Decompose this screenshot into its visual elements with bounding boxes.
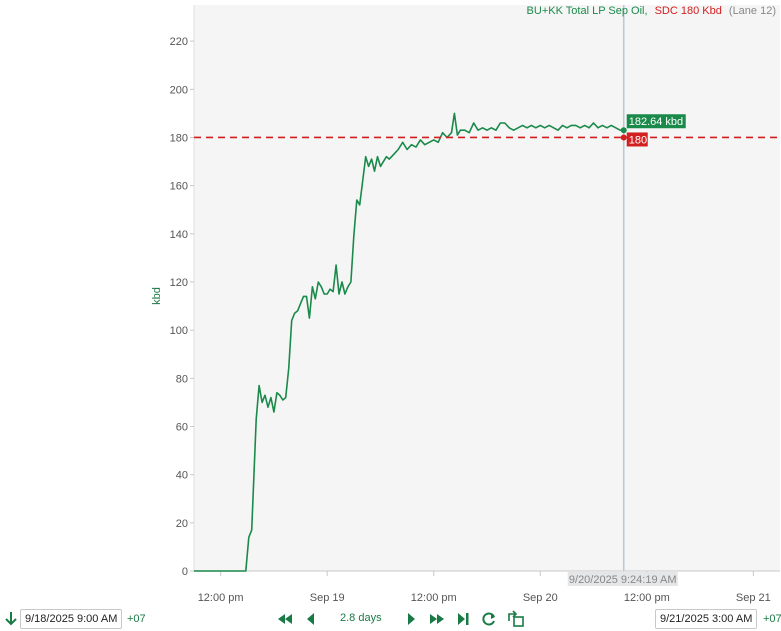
legend-series: BU+KK Total LP Sep Oil, xyxy=(527,5,648,17)
x-tick-label: Sep 21 xyxy=(736,592,771,604)
legend-lane: (Lane 12) xyxy=(729,5,776,17)
legend-limit: SDC 180 Kbd xyxy=(655,5,722,17)
x-tick-label: 12:00 pm xyxy=(624,592,670,604)
step-back-icon[interactable] xyxy=(302,610,320,628)
y-tick-label: 200 xyxy=(170,84,188,96)
cursor-threshold-point xyxy=(620,134,627,141)
chart: 0 20 40 60 80 100 120 140 160 180 200 220 12:00 pm S… xyxy=(151,5,780,604)
y-tick-label: 80 xyxy=(176,373,188,385)
series-line xyxy=(194,112,624,572)
y-tick-label: 60 xyxy=(176,421,188,433)
cursor-limit-label: 180 xyxy=(629,134,647,146)
x-tick-label: 12:00 pm xyxy=(198,592,244,604)
y-tick-label: 140 xyxy=(170,229,188,241)
toolbar: 9/18/2025 9:00 AM +07 2.8 days 9/21/2025… xyxy=(0,605,781,631)
cursor-limit-badge xyxy=(626,132,648,147)
range-label[interactable]: 2.8 days xyxy=(340,612,382,624)
cursor-layer[interactable]: 182.64 kbd 180 9/20/2025 9:24:19 AM xyxy=(567,5,686,586)
y-tick-label: 160 xyxy=(170,181,188,193)
export-icon[interactable] xyxy=(507,610,525,628)
refresh-icon[interactable] xyxy=(480,610,498,628)
plot-area xyxy=(194,5,780,571)
y-axis-label: kbd xyxy=(151,287,163,305)
fast-forward-icon[interactable] xyxy=(428,610,446,628)
legend: BU+KK Total LP Sep Oil, SDC 180 Kbd (Lan… xyxy=(527,5,776,17)
x-tick-label: Sep 19 xyxy=(310,592,345,604)
y-tick-label: 100 xyxy=(170,325,188,337)
y-tick-label: 120 xyxy=(170,277,188,289)
cursor-timestamp-badge xyxy=(567,572,678,586)
cursor-value-badge xyxy=(626,114,686,129)
end-timezone: +07 xyxy=(763,613,781,625)
skip-back-icon[interactable] xyxy=(276,610,294,628)
end-date-field[interactable]: 9/21/2025 3:00 AM xyxy=(655,609,758,629)
x-axis: 12:00 pm Sep 19 12:00 pm Sep 20 12:00 pm Sep … xyxy=(194,570,780,604)
x-tick-label: 12:00 pm xyxy=(411,592,457,604)
y-tick-label: 40 xyxy=(176,470,188,482)
cursor-timestamp-label: 9/20/2025 9:24:19 AM xyxy=(569,574,677,586)
series-layer xyxy=(194,112,624,572)
step-forward-icon[interactable] xyxy=(402,610,420,628)
y-tick-label: 220 xyxy=(170,36,188,48)
skip-end-icon[interactable] xyxy=(454,610,472,628)
y-tick-label: 20 xyxy=(176,518,188,530)
cursor-series-point xyxy=(620,127,627,134)
arrow-down-icon[interactable] xyxy=(2,610,20,628)
start-date-field[interactable]: 9/18/2025 9:00 AM xyxy=(20,609,123,629)
y-tick-label: 0 xyxy=(182,566,188,578)
y-axis: 0 20 40 60 80 100 120 140 160 180 200 220 xyxy=(170,36,194,578)
start-timezone: +07 xyxy=(127,613,146,625)
y-tick-label: 180 xyxy=(170,132,188,144)
cursor-value-label: 182.64 kbd xyxy=(629,116,683,128)
x-tick-label: Sep 20 xyxy=(523,592,558,604)
